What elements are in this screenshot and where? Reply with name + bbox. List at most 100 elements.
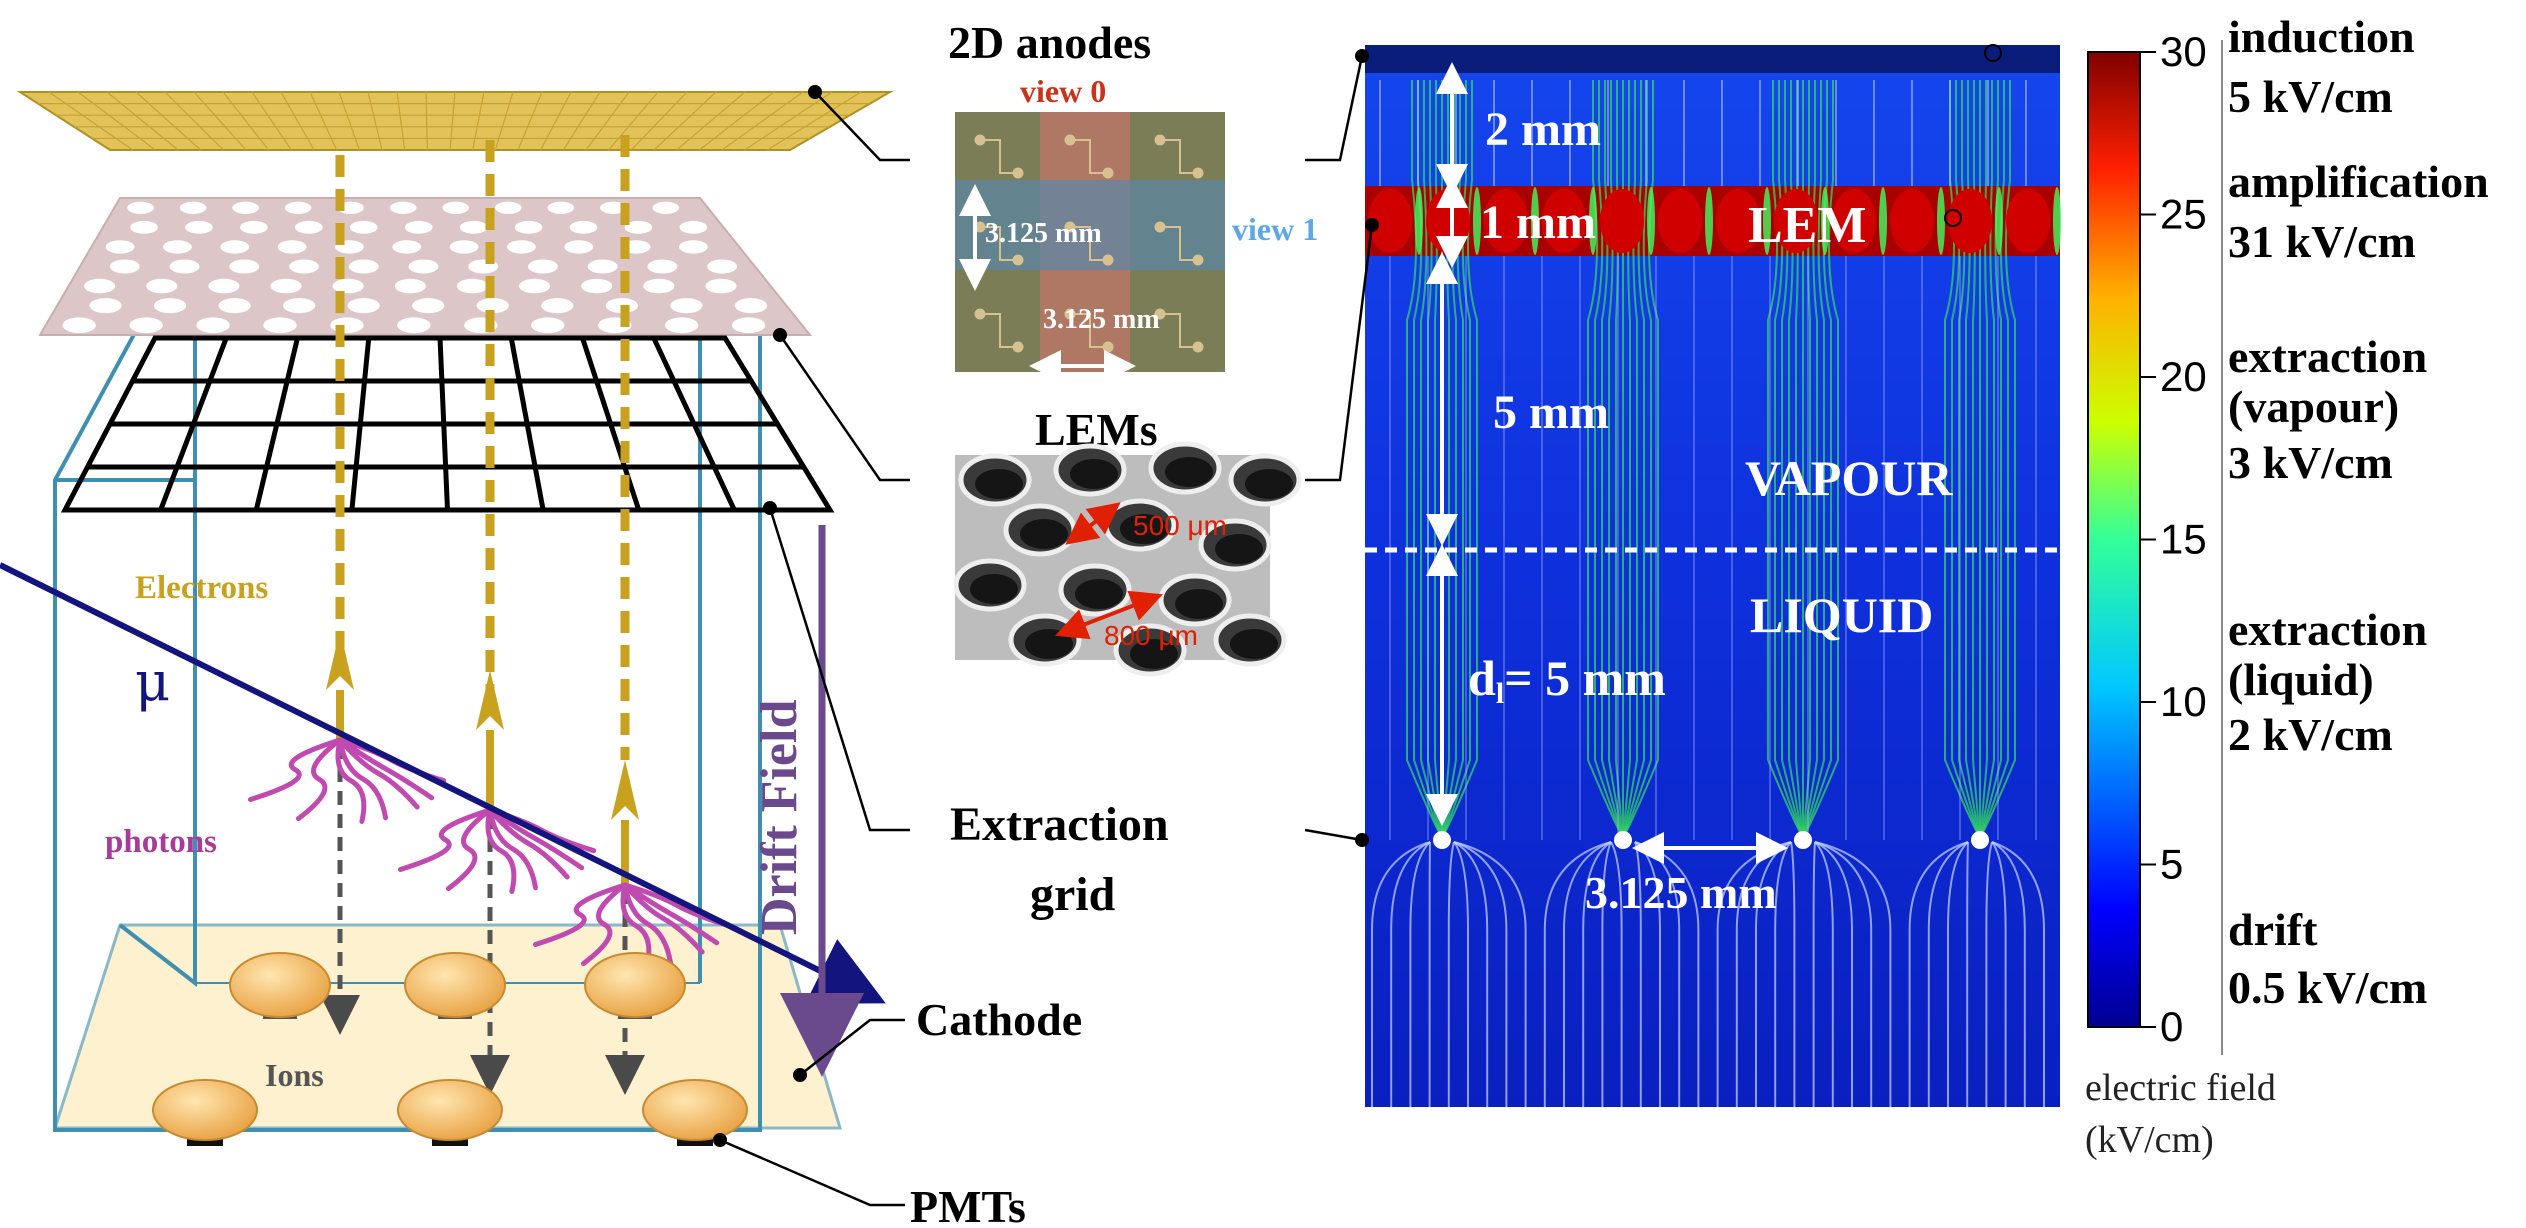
lem-photo-hole-inner xyxy=(1230,629,1278,659)
photon-ray xyxy=(295,737,343,822)
photon-ray xyxy=(580,882,628,967)
lem-hole xyxy=(277,240,307,254)
anode-grid-line xyxy=(494,91,514,151)
pmt xyxy=(152,1079,258,1141)
region-amplification-value: 31 kV/cm xyxy=(2228,216,2416,267)
field-line xyxy=(1790,841,1796,1107)
anode-grid-line xyxy=(309,91,338,151)
region-extraction-vapour-name: extraction xyxy=(2228,331,2427,382)
field-line xyxy=(1812,841,1816,1107)
anode-grid-line xyxy=(48,91,134,151)
field-line xyxy=(1601,841,1612,1107)
lem-photo-hole-inner xyxy=(1215,534,1263,564)
lem-hole xyxy=(208,278,240,294)
electrons-label: Electrons xyxy=(135,570,268,606)
lem-hole-field xyxy=(1658,189,1702,253)
pmt xyxy=(229,952,331,1018)
colorbar: 30 25 20 15 10 5 0 electric field (kV/cm) xyxy=(2085,28,2276,1161)
anode-pitch-vertical: 3.125 mm xyxy=(985,218,1102,249)
muon-label: μ xyxy=(135,650,170,713)
field-line xyxy=(1991,841,2026,1107)
field-line xyxy=(1453,841,1469,1107)
lem-hole xyxy=(647,259,678,274)
field-lines xyxy=(1368,80,2061,1107)
lem-hole xyxy=(270,278,302,294)
lem-hole xyxy=(283,298,316,314)
lem-hole-edge xyxy=(1647,187,1655,255)
lem-hole xyxy=(169,259,200,274)
lem-hole-edge xyxy=(1415,187,1423,255)
liquid-label: LIQUID xyxy=(1750,587,1933,643)
anode-plate xyxy=(1365,45,2060,73)
lem-hole xyxy=(220,240,250,254)
anode-grid-line xyxy=(135,91,202,151)
field-line xyxy=(1966,841,1969,1107)
photon-ray xyxy=(445,807,493,892)
lem-hole xyxy=(678,240,708,254)
region-induction-name: induction xyxy=(2228,11,2415,62)
photon-ray xyxy=(487,807,570,880)
lem-hole-edge xyxy=(1821,187,1829,255)
lem-hole xyxy=(162,240,192,254)
lem-hole-edge xyxy=(1705,187,1713,255)
lem-hole xyxy=(624,220,653,234)
lem-hole xyxy=(105,240,135,254)
lem-hole-edge xyxy=(1473,187,1481,255)
photon-ray xyxy=(247,737,343,802)
field-line xyxy=(1908,841,1969,1107)
lem-hole-edge xyxy=(1531,187,1539,255)
lem-hole-field xyxy=(1890,189,1934,253)
anode-trace xyxy=(1070,313,1108,348)
lem-hole-field xyxy=(1426,189,1470,253)
anode-leader xyxy=(814,91,910,162)
field-line xyxy=(1453,841,1508,1107)
lem-hole xyxy=(476,298,509,314)
colorbar-tick-label: 30 xyxy=(2160,28,2207,75)
lem-hole xyxy=(679,220,708,234)
lem-hole-field xyxy=(1948,189,1992,253)
lem-hole xyxy=(349,220,378,234)
lem-hole xyxy=(146,278,178,294)
field-line xyxy=(1622,80,1652,839)
anode-trace xyxy=(1160,226,1198,261)
field-map-leaders xyxy=(1304,55,1374,842)
field-line xyxy=(1409,841,1431,1107)
lem-photo-hole-inner xyxy=(1075,579,1123,609)
anode-plane xyxy=(16,91,894,151)
gap-lem: 1 mm xyxy=(1480,196,1596,249)
lem-hole xyxy=(397,317,431,334)
lem-hole xyxy=(494,201,522,214)
lem-inset: LEMs 500 μm 800 μm xyxy=(953,404,1302,677)
anode-plane-grid xyxy=(38,91,870,151)
lem-hole xyxy=(347,298,380,314)
muon-track xyxy=(0,562,886,1004)
pmts-label: PMTs xyxy=(910,1181,1026,1228)
anode-grid-line xyxy=(585,91,630,151)
lem-hole xyxy=(734,298,768,314)
colorbar-axis-label-1: electric field xyxy=(2085,1067,2276,1109)
gap-liquid: dl= 5 mm xyxy=(1468,650,1666,710)
grid-wire xyxy=(1433,831,1451,849)
anode-pitch-horizontal: 3.125 mm xyxy=(1043,304,1160,335)
view1-label: view 1 xyxy=(1232,211,1318,247)
anode-grid-line xyxy=(396,91,406,151)
electron-arrow-up xyxy=(326,630,354,690)
anode-grid-line xyxy=(653,91,717,151)
field-line xyxy=(1582,841,1612,1107)
lem-hole xyxy=(581,278,613,294)
photons-label: photons xyxy=(105,824,217,860)
lem-hole-field xyxy=(1832,189,1876,253)
field-cage xyxy=(53,220,762,1132)
anode-trace xyxy=(980,139,1018,174)
hole-diameter-label: 500 μm xyxy=(1133,510,1227,541)
field-line xyxy=(1814,841,1834,1107)
lem-hole xyxy=(229,259,260,274)
field-line xyxy=(1991,841,2045,1107)
lem-photo-hole-inner xyxy=(1120,514,1168,544)
region-extraction-liquid-value: 2 kV/cm xyxy=(2228,709,2393,760)
lem-hole-edge xyxy=(1763,187,1771,255)
lem-hole xyxy=(459,220,488,234)
anode-grid-line xyxy=(630,91,688,151)
anode-grid-line xyxy=(193,91,247,151)
